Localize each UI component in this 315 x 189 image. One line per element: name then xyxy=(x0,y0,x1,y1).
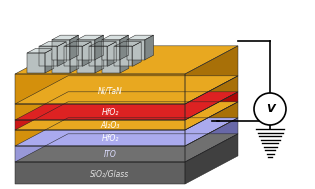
Text: HfO₂: HfO₂ xyxy=(101,108,119,117)
Polygon shape xyxy=(185,102,238,146)
Polygon shape xyxy=(114,46,132,66)
Polygon shape xyxy=(120,35,129,60)
Polygon shape xyxy=(15,102,238,130)
Polygon shape xyxy=(102,35,129,40)
Polygon shape xyxy=(27,48,54,53)
Polygon shape xyxy=(77,35,104,40)
Polygon shape xyxy=(127,35,153,40)
Polygon shape xyxy=(27,53,45,73)
Polygon shape xyxy=(39,42,66,46)
Polygon shape xyxy=(15,162,185,184)
Polygon shape xyxy=(102,48,129,53)
Polygon shape xyxy=(15,46,238,74)
Polygon shape xyxy=(120,48,129,73)
Text: Al₂O₃: Al₂O₃ xyxy=(100,121,120,130)
Polygon shape xyxy=(39,46,57,66)
Text: V: V xyxy=(266,104,274,114)
Circle shape xyxy=(254,93,286,125)
Polygon shape xyxy=(127,40,145,60)
Polygon shape xyxy=(52,53,70,73)
Text: HfO₂: HfO₂ xyxy=(101,134,119,143)
Polygon shape xyxy=(15,92,238,120)
Polygon shape xyxy=(132,42,141,66)
Text: SiO₂/Glass: SiO₂/Glass xyxy=(90,170,130,179)
Polygon shape xyxy=(77,48,104,53)
Polygon shape xyxy=(185,118,238,162)
Polygon shape xyxy=(15,118,238,146)
Polygon shape xyxy=(114,42,141,46)
Polygon shape xyxy=(15,76,238,104)
Polygon shape xyxy=(185,92,238,130)
Polygon shape xyxy=(45,48,54,73)
Polygon shape xyxy=(15,146,185,162)
Polygon shape xyxy=(15,74,185,104)
Polygon shape xyxy=(89,42,116,46)
Polygon shape xyxy=(185,134,238,184)
Polygon shape xyxy=(95,35,104,60)
Polygon shape xyxy=(64,42,91,46)
Polygon shape xyxy=(185,46,238,104)
Polygon shape xyxy=(52,40,70,60)
Polygon shape xyxy=(15,130,185,146)
Polygon shape xyxy=(52,48,79,53)
Polygon shape xyxy=(57,42,66,66)
Polygon shape xyxy=(70,35,78,60)
Polygon shape xyxy=(89,46,107,66)
Polygon shape xyxy=(102,40,120,60)
Polygon shape xyxy=(70,48,79,73)
Polygon shape xyxy=(82,42,91,66)
Polygon shape xyxy=(77,53,95,73)
Polygon shape xyxy=(52,35,78,40)
Polygon shape xyxy=(102,53,120,73)
Polygon shape xyxy=(64,46,82,66)
Polygon shape xyxy=(95,48,104,73)
Polygon shape xyxy=(15,104,185,120)
Polygon shape xyxy=(145,35,153,60)
Polygon shape xyxy=(77,40,95,60)
Polygon shape xyxy=(15,120,185,130)
Polygon shape xyxy=(107,42,116,66)
Text: ITO: ITO xyxy=(104,150,117,159)
Text: Ni/TaN: Ni/TaN xyxy=(98,86,122,95)
Polygon shape xyxy=(15,134,238,162)
Polygon shape xyxy=(185,76,238,120)
